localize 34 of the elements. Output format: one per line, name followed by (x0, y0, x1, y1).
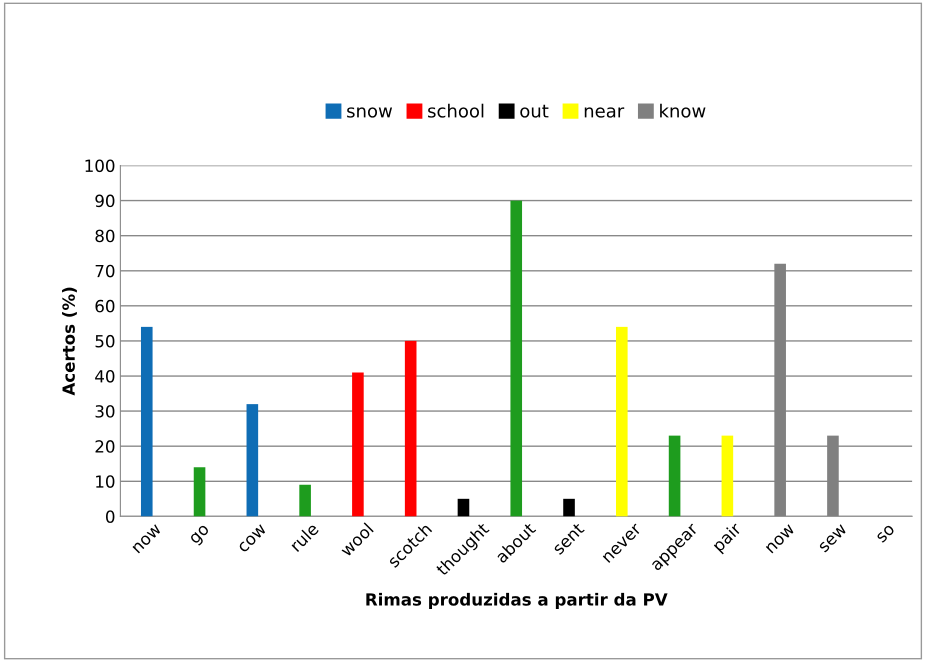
x-tick-label: go (190, 524, 212, 547)
bar (246, 404, 258, 516)
bar (404, 340, 416, 516)
x-tick-label: so (876, 524, 896, 544)
y-tick-label: 30 (96, 405, 114, 418)
y-tick-label: 20 (96, 440, 114, 453)
y-tick-label: 100 (86, 159, 114, 172)
x-tick-label: rule (289, 522, 320, 552)
legend-label: know (660, 104, 706, 118)
y-tick-label: 90 (95, 194, 114, 208)
y-tick-label: 80 (95, 230, 114, 242)
bar (352, 372, 364, 516)
legend-label: near (584, 107, 624, 118)
bar (722, 436, 734, 516)
y-tick-label: 50 (96, 334, 114, 348)
x-tick-label: cow (238, 524, 267, 554)
bar (299, 484, 311, 516)
x-axis-title: Rimas produzidas a partir da PV (366, 592, 668, 609)
bar (194, 467, 206, 516)
y-tick-label: 40 (95, 370, 114, 383)
bar (668, 436, 680, 516)
y-tick-label: 10 (96, 475, 114, 488)
legend-label: snow (347, 107, 392, 118)
bar (140, 326, 153, 516)
y-tick-label: 0 (106, 510, 114, 523)
legend-label: out (520, 104, 548, 118)
bar (616, 326, 628, 516)
y-axis-title: Acertos (%) (62, 288, 77, 396)
bar (563, 498, 575, 516)
y-tick-label: 70 (96, 264, 114, 278)
bar (458, 498, 470, 516)
bar (510, 200, 522, 516)
legend-label: school (428, 104, 484, 118)
y-tick-label: 60 (95, 300, 114, 312)
